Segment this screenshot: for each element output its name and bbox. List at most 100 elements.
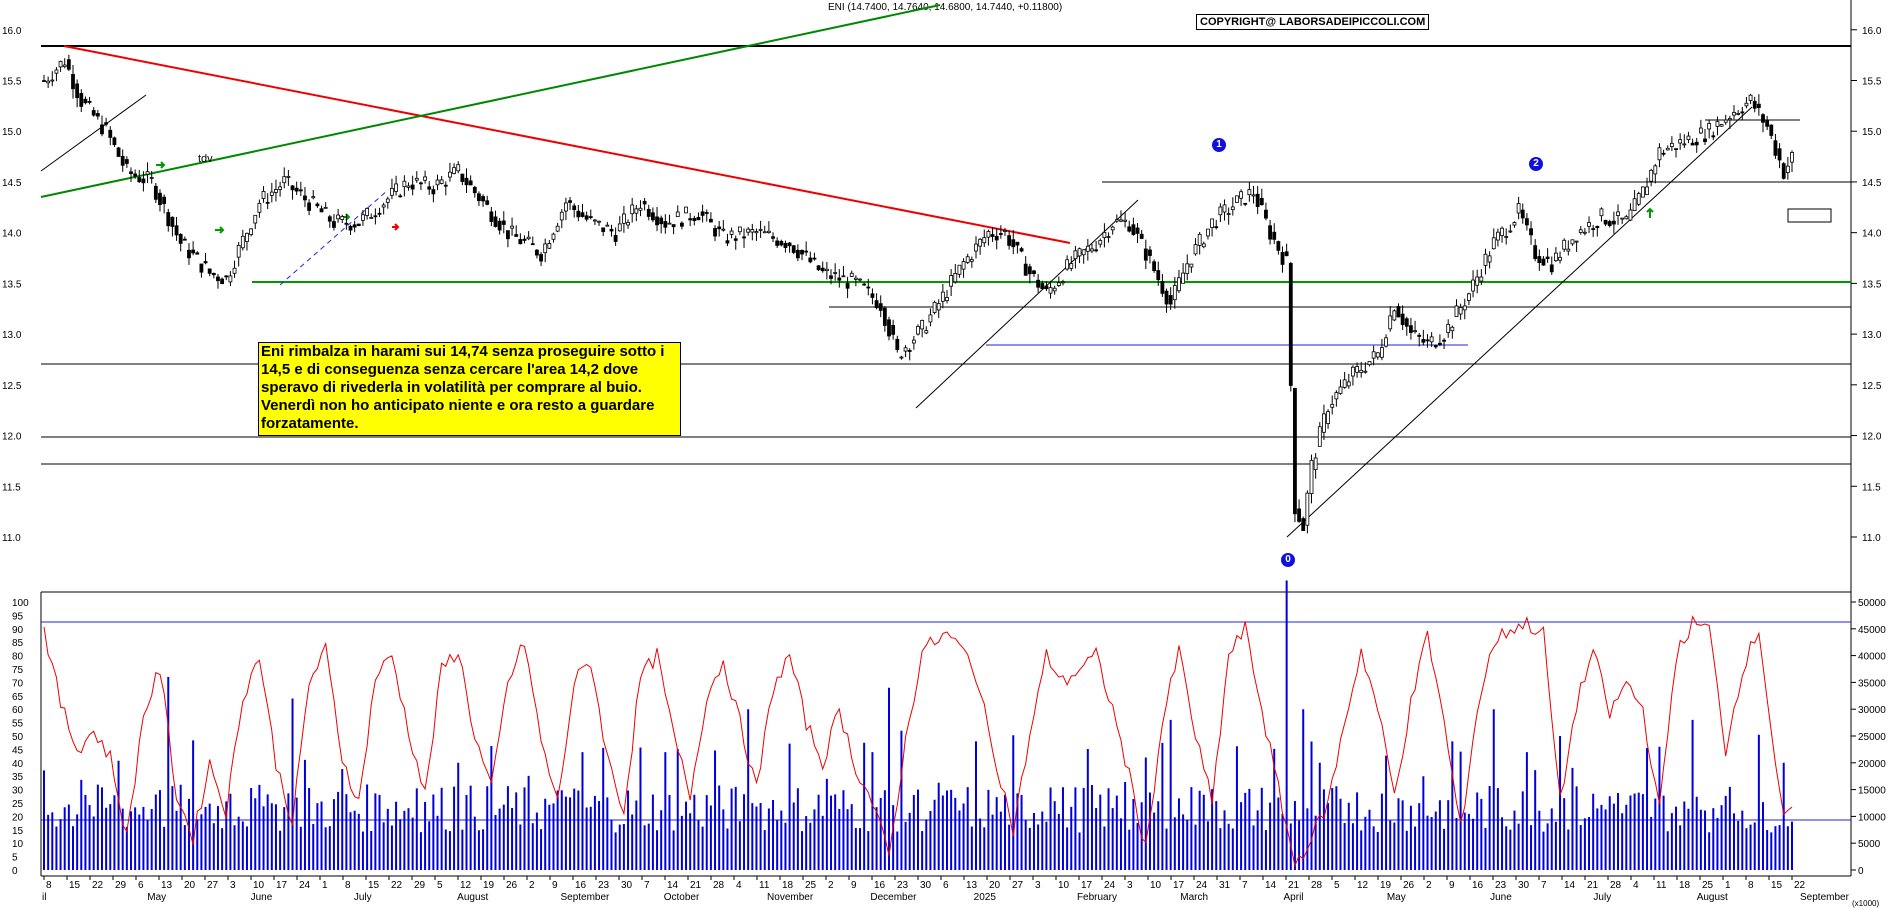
candle-body (1649, 169, 1654, 182)
day-tick-label: 27 (1012, 880, 1024, 891)
candle-body (961, 261, 966, 270)
candle-body (315, 203, 320, 207)
candle-body (1645, 186, 1649, 196)
candle-body (385, 198, 390, 203)
osc-tick-label: 90 (12, 625, 24, 636)
day-tick-label: 18 (1679, 880, 1691, 891)
candle-body (775, 240, 780, 246)
candle-body (158, 192, 162, 205)
candle-body (1206, 228, 1210, 237)
candle-body (916, 326, 920, 335)
candle-body (265, 201, 270, 204)
candle-body (1736, 113, 1741, 115)
day-tick-label: 9 (552, 880, 558, 891)
candle-body (1148, 249, 1152, 256)
candle-body (1574, 240, 1579, 243)
candle-body (1355, 366, 1359, 373)
candle-body (406, 185, 411, 188)
candle-body (1288, 263, 1293, 386)
candle-body (199, 263, 204, 273)
month-label: October (664, 892, 700, 902)
candle-body (812, 257, 817, 260)
candle-body (1235, 195, 1239, 203)
candle-body (100, 124, 104, 135)
month-label: April (1284, 892, 1304, 902)
candle-body (758, 228, 763, 231)
upper-left-trend (40, 94, 147, 172)
osc-tick-label: 95 (12, 611, 24, 622)
candle-body (1015, 241, 1020, 246)
candle-body (211, 272, 216, 276)
candle-body (1214, 226, 1219, 229)
candle-body (1549, 264, 1554, 273)
candle-body (1537, 256, 1542, 264)
candle-body (1222, 204, 1227, 213)
candle-body (1773, 140, 1778, 156)
month-label: 2025 (974, 892, 997, 902)
day-tick-label: 16 (575, 880, 587, 891)
candle-body (1077, 248, 1082, 257)
candle-body (419, 182, 423, 185)
candle-body (220, 278, 225, 285)
candle-body (145, 171, 150, 175)
candle-body (129, 171, 133, 174)
arrow-up-icon (1646, 207, 1654, 218)
month-label: November (767, 892, 814, 902)
day-tick-label: 6 (138, 880, 144, 891)
candle-body (1520, 209, 1525, 219)
target-box (1787, 208, 1832, 223)
candle-body (468, 180, 473, 186)
candle-body (1396, 306, 1401, 318)
candle-body (1056, 282, 1061, 287)
day-tick-label: 16 (1472, 880, 1484, 891)
candle-body (1425, 339, 1430, 342)
candle-body (402, 180, 407, 188)
day-tick-label: 3 (1035, 880, 1041, 891)
candle-body (75, 83, 80, 98)
candle-body (1599, 208, 1604, 217)
candle-body (845, 282, 850, 289)
candle-body (232, 267, 237, 274)
candle-body (1284, 251, 1289, 257)
wave-badge-1: 1 (1212, 138, 1226, 152)
month-label: September (1800, 892, 1850, 902)
candle-body (787, 242, 792, 247)
candle-body (261, 191, 266, 199)
candle-body (1719, 124, 1724, 127)
osc-tick-label: 50 (12, 732, 24, 743)
candle-body (203, 261, 208, 264)
candle-body (1313, 457, 1318, 470)
candle-body (1197, 233, 1202, 246)
candle-body (1562, 239, 1567, 250)
candle-body (245, 232, 249, 242)
candle-body (584, 215, 589, 220)
candle-body (1740, 111, 1745, 114)
candle-body (1611, 220, 1616, 225)
price-tick-label: 12.5 (1862, 381, 1882, 392)
candle-body (1777, 148, 1782, 161)
day-tick-label: 22 (1794, 880, 1806, 891)
candle-body (1475, 276, 1480, 286)
candle-body (1007, 235, 1012, 246)
candle-body (1185, 263, 1190, 275)
candle-body (381, 204, 386, 208)
candle-body (1247, 189, 1252, 196)
candle-body (853, 277, 858, 280)
candle-body (224, 275, 229, 278)
candle-body (1566, 248, 1571, 252)
candle-body (1657, 147, 1662, 161)
day-tick-label: 24 (1196, 880, 1208, 891)
volume-unit: (x1000) (1852, 899, 1880, 908)
day-tick-label: 15 (1771, 880, 1783, 891)
day-tick-label: 3 (230, 880, 236, 891)
day-tick-label: 30 (621, 880, 633, 891)
candle-body (1098, 240, 1103, 245)
day-tick-label: 11 (1656, 880, 1667, 891)
candle-body (1069, 263, 1074, 269)
candle-body (236, 245, 241, 258)
candle-body (903, 347, 908, 352)
vol-tick-label: 15000 (1858, 786, 1886, 797)
candle-body (1036, 279, 1041, 288)
candle-body (1168, 295, 1173, 305)
price-tick-label-left: 12.5 (2, 381, 22, 392)
